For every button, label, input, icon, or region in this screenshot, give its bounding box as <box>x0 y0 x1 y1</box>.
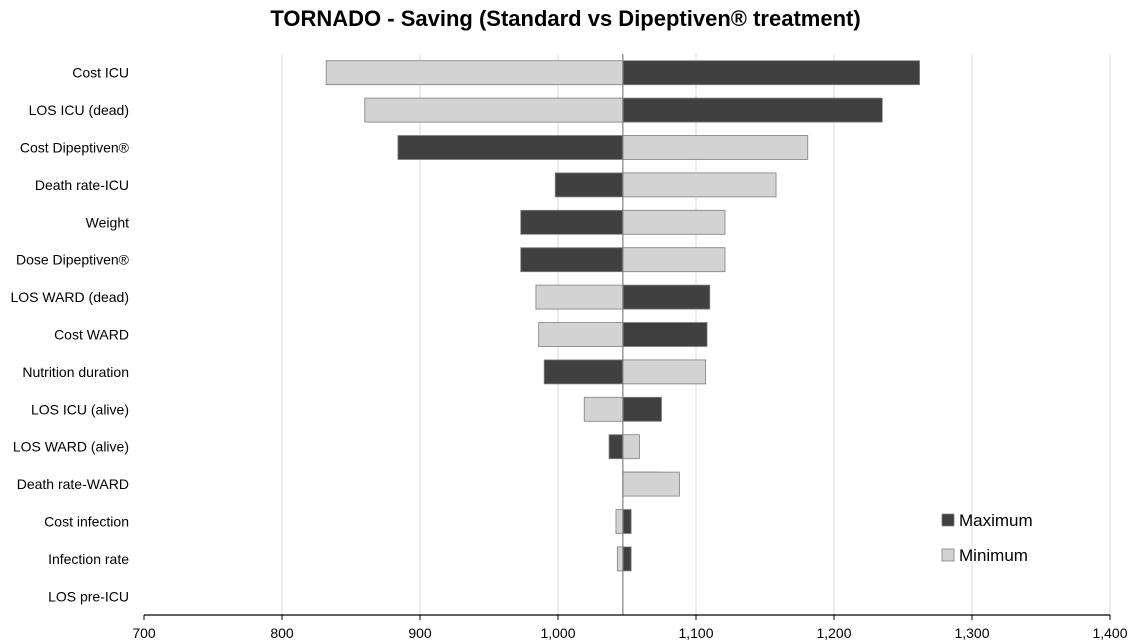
x-tick-label: 1,100 <box>678 625 713 641</box>
category-label: Cost Dipeptiven® <box>20 140 130 156</box>
bar-maximum-12 <box>622 509 632 534</box>
bar-minimum-11 <box>622 471 680 497</box>
bar-minimum-9 <box>583 396 624 422</box>
x-tick-label: 800 <box>270 625 294 641</box>
category-label: Infection rate <box>48 551 129 567</box>
category-label: Cost WARD <box>54 327 129 343</box>
x-tick-label: 1,400 <box>1092 625 1127 641</box>
bar-minimum-6 <box>535 284 624 310</box>
bar-minimum-1 <box>364 97 624 123</box>
x-tick-label: 900 <box>408 625 432 641</box>
x-tick-label: 700 <box>132 625 156 641</box>
bar-maximum-6 <box>622 284 711 310</box>
bar-minimum-8 <box>622 359 707 385</box>
legend-label-minimum: Minimum <box>959 546 1028 565</box>
category-label: LOS ICU (dead) <box>29 102 129 118</box>
category-label: Death rate-WARD <box>17 476 129 492</box>
bar-maximum-9 <box>622 396 662 422</box>
x-tick-label: 1,000 <box>540 625 575 641</box>
bar-minimum-7 <box>538 322 624 347</box>
x-axis: 700 800 900 1,000 1,100 1,200 1,300 1,400 <box>132 614 1128 641</box>
bar-maximum-4 <box>520 209 624 235</box>
category-label: LOS WARD (alive) <box>13 439 129 455</box>
category-label: LOS pre-ICU <box>48 588 129 604</box>
bar-maximum-8 <box>543 359 624 385</box>
category-label: Nutrition duration <box>22 364 129 380</box>
bar-maximum-7 <box>622 322 708 347</box>
category-label: LOS WARD (dead) <box>10 289 129 305</box>
category-label: Weight <box>86 214 129 230</box>
bar-minimum-12 <box>615 509 624 534</box>
legend-swatch-maximum <box>941 513 955 527</box>
bar-minimum-13 <box>616 546 624 572</box>
bar-maximum-5 <box>520 247 624 273</box>
bar-minimum-10 <box>622 434 640 460</box>
x-tick-label: 1,200 <box>816 625 851 641</box>
bar-minimum-0 <box>325 60 624 86</box>
legend-swatch-minimum <box>941 548 955 562</box>
category-label: Death rate-ICU <box>35 177 129 193</box>
bar-minimum-2 <box>622 135 809 160</box>
bar-maximum-1 <box>622 97 883 123</box>
category-label: Dose Dipeptiven® <box>16 252 130 268</box>
bar-maximum-13 <box>622 546 632 572</box>
bar-maximum-3 <box>554 172 624 198</box>
bar-minimum-5 <box>622 247 726 273</box>
legend-label-maximum: Maximum <box>959 511 1033 530</box>
category-label: LOS ICU (alive) <box>31 401 129 417</box>
legend: Maximum Minimum <box>941 511 1033 565</box>
bar-minimum-4 <box>622 209 726 235</box>
bar-maximum-0 <box>622 60 920 86</box>
bars <box>325 54 920 615</box>
x-tick-label: 1,300 <box>954 625 989 641</box>
category-label: Cost ICU <box>72 65 129 81</box>
category-labels: Cost ICU LOS ICU (dead) Cost Dipeptiven® De… <box>10 65 129 605</box>
chart-title: TORNADO - Saving (Standard vs Dipeptiven… <box>270 6 861 31</box>
bar-maximum-10 <box>608 434 624 460</box>
category-label: Cost infection <box>44 514 129 530</box>
bar-maximum-2 <box>397 135 624 160</box>
bar-minimum-3 <box>622 172 777 198</box>
